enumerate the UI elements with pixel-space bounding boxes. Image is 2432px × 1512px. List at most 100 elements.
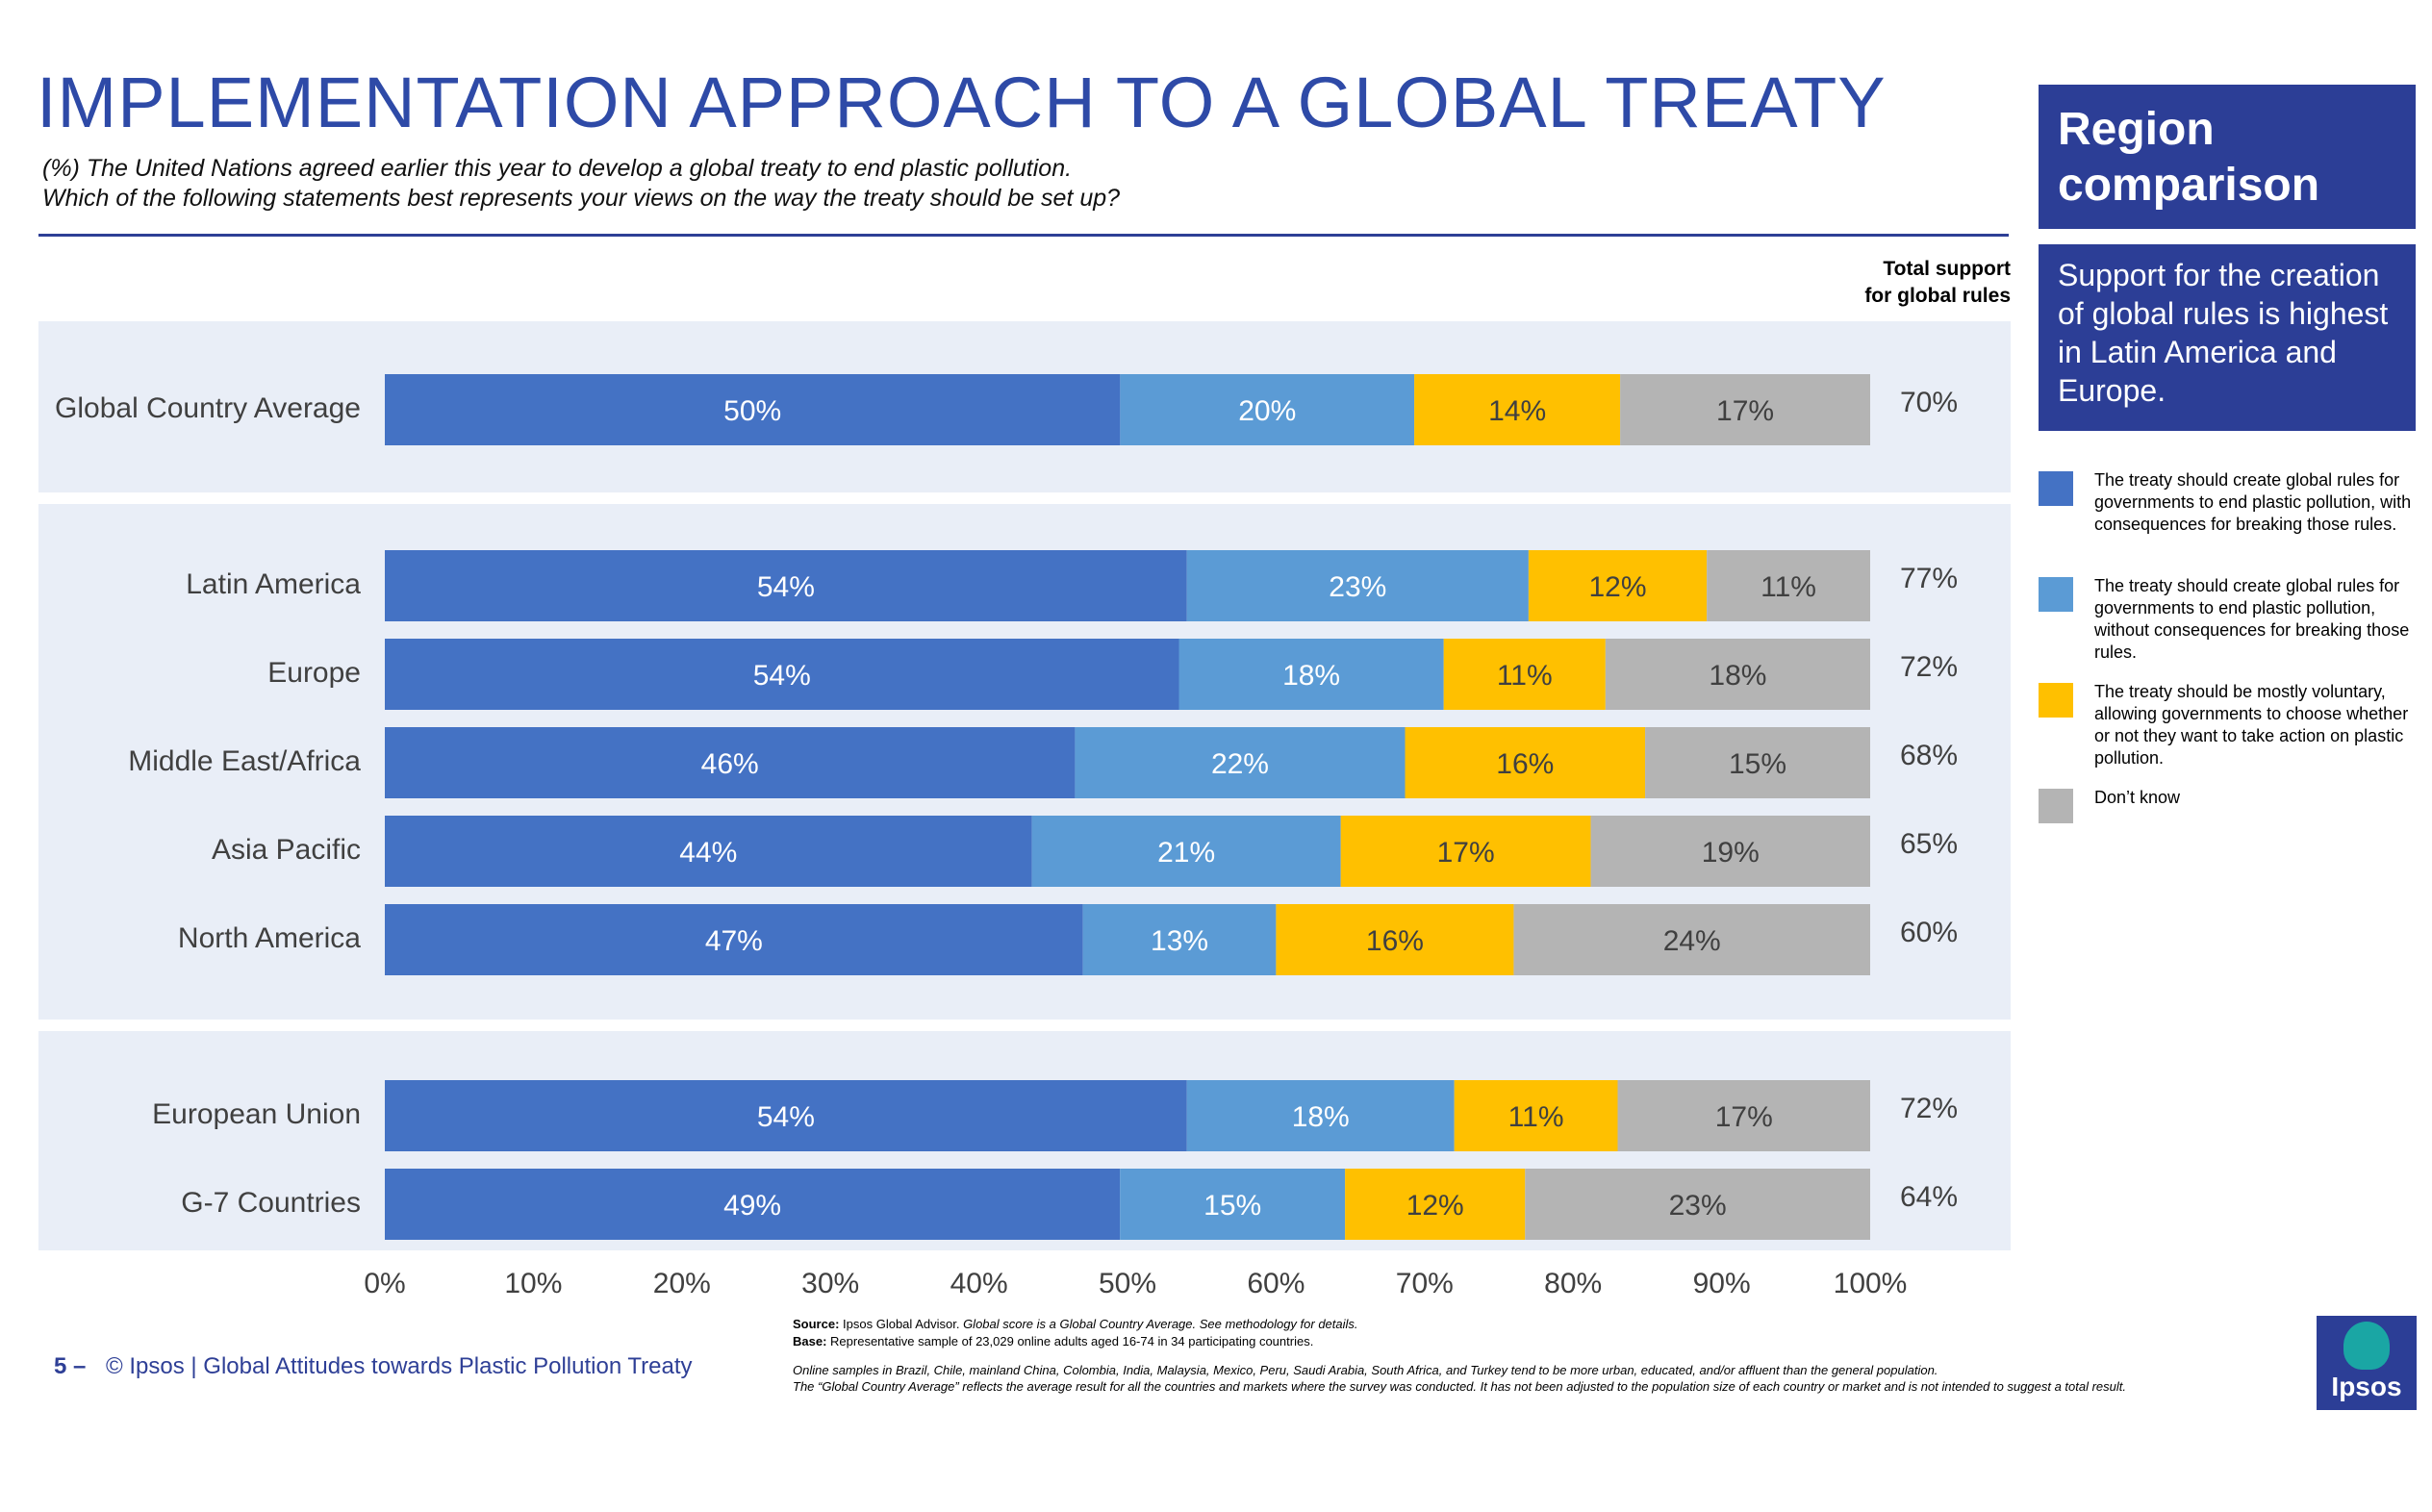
bar-segment [385,904,1083,975]
data-label: 46% [701,748,759,780]
bar-segment [1405,727,1646,798]
total-header-line-1: Total support [1883,258,2011,280]
total-support-value: 72% [1900,1093,1959,1124]
data-label: 14% [1488,395,1546,427]
bar-segment [1186,550,1529,621]
bar-segment [385,1080,1187,1151]
data-label: 24% [1663,925,1721,957]
data-label: 18% [1292,1101,1350,1133]
bar-segment [1590,816,1870,887]
bar-segment [385,374,1121,445]
x-tick-label: 30% [801,1268,860,1299]
bar-segment [1617,1080,1870,1151]
bar-segment [1620,374,1870,445]
row-label: Europe [267,657,361,689]
x-tick-label: 50% [1098,1268,1157,1299]
data-label: 17% [1716,395,1774,427]
bar-segment [385,1169,1121,1240]
row-label: European Union [152,1098,361,1130]
total-support-value: 70% [1900,387,1959,418]
data-label: 54% [753,660,811,692]
data-label: 16% [1366,925,1424,957]
source-notes: Source: Ipsos Global Advisor. Global sco… [793,1316,1358,1350]
data-label: 11% [1761,571,1816,603]
legend-label: The treaty should create global rules fo… [2094,470,2412,534]
x-tick-label: 90% [1692,1268,1751,1299]
row-label: Global Country Average [55,392,361,424]
methodology-notes: Online samples in Brazil, Chile, mainlan… [793,1362,2197,1395]
bar-segment [1340,816,1591,887]
data-label: 17% [1437,837,1495,869]
page-title: IMPLEMENTATION APPROACH TO A GLOBAL TREA… [37,63,1887,142]
data-label: 16% [1496,748,1554,780]
bar-segment [385,550,1187,621]
x-tick-label: 100% [1833,1268,1908,1299]
row-label: Middle East/Africa [128,745,361,777]
total-support-value: 72% [1900,651,1959,683]
x-tick-label: 40% [950,1268,1008,1299]
bar-segment [1178,639,1444,710]
row-label: G-7 Countries [181,1187,361,1219]
legend-label: Don’t know [2094,788,2181,807]
bar-segment [1528,550,1708,621]
bar-segment [1645,727,1870,798]
data-label: 13% [1151,925,1208,957]
row-label: Asia Pacific [211,834,361,866]
bar-segment [385,727,1076,798]
bar-segment [1414,374,1621,445]
bar-segment [1525,1169,1870,1240]
base-line: Base: Representative sample of 23,029 on… [793,1334,1314,1348]
question-subtitle: (%) The United Nations agreed earlier th… [42,154,1120,214]
x-tick-label: 60% [1247,1268,1305,1299]
data-label: 15% [1729,748,1786,780]
legend-swatch [2039,789,2073,823]
page-number: 5 – [54,1353,87,1379]
data-label: 18% [1709,660,1766,692]
data-label: 44% [679,837,737,869]
total-support-value: 77% [1900,563,1959,594]
x-tick-label: 70% [1395,1268,1454,1299]
bar-segment [1345,1169,1526,1240]
region-title-line-2: comparison [2058,160,2320,211]
data-label: 11% [1497,660,1553,692]
x-tick-label: 0% [364,1268,406,1299]
bar-segment [1513,904,1870,975]
data-label: 54% [757,1101,815,1133]
total-support-value: 64% [1900,1181,1959,1213]
bar-segment [1120,1169,1346,1240]
logo-head-icon [2343,1322,2390,1370]
region-title-line-1: Region [2058,104,2215,155]
data-label: 23% [1669,1190,1727,1222]
bar-segment [1186,1080,1455,1151]
logo-text: Ipsos [2331,1372,2402,1401]
subtitle-line-2: Which of the following statements best r… [42,185,1121,212]
bar-segment [1276,904,1514,975]
data-label: 49% [723,1190,781,1222]
x-tick-label: 10% [504,1268,563,1299]
data-label: 23% [1329,571,1386,603]
data-label: 20% [1238,395,1296,427]
bar-segment [385,816,1032,887]
legend-label: The treaty should create global rules fo… [2094,576,2410,662]
data-label: 15% [1203,1190,1261,1222]
note-1: Online samples in Brazil, Chile, mainlan… [793,1363,1938,1377]
legend-swatch [2039,471,2073,506]
legend-swatch [2039,577,2073,612]
bar-segment [1120,374,1415,445]
footer-copyright: © Ipsos | Global Attitudes towards Plast… [106,1353,693,1379]
total-support-value: 65% [1900,828,1959,860]
note-2: The “Global Country Average” reflects th… [793,1379,2127,1394]
data-label: 12% [1406,1190,1464,1222]
legend-label: The treaty should be mostly voluntary, a… [2094,682,2409,768]
data-label: 22% [1211,748,1269,780]
data-label: 17% [1715,1101,1773,1133]
data-label: 11% [1508,1101,1564,1133]
data-label: 18% [1282,660,1340,692]
insight-box: Support for the creation of global rules… [2039,244,2416,431]
data-label: 47% [705,925,763,957]
bar-segment [1082,904,1277,975]
bar-segment [1707,550,1870,621]
title-divider [38,234,2009,237]
x-tick-label: 80% [1544,1268,1603,1299]
